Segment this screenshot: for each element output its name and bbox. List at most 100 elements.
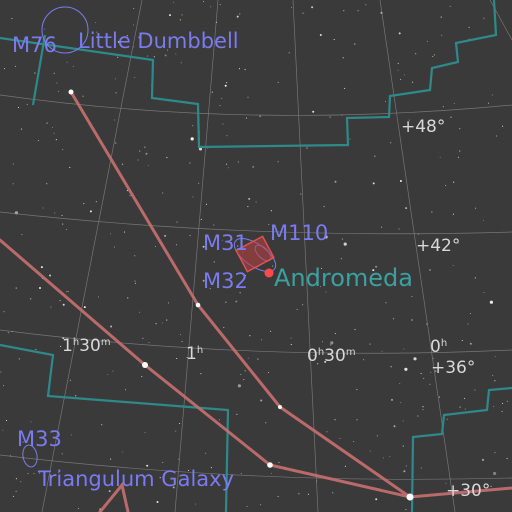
star (113, 246, 115, 248)
star (67, 340, 69, 342)
star (457, 156, 459, 158)
star (15, 490, 17, 492)
star (181, 341, 183, 343)
star (144, 431, 146, 433)
star (482, 458, 484, 461)
star (239, 292, 241, 294)
star (385, 302, 387, 304)
star (219, 4, 221, 6)
star (332, 492, 334, 494)
selected-object-marker (264, 268, 274, 278)
star (389, 455, 391, 457)
star (112, 370, 114, 372)
selection-square-icon (235, 235, 275, 273)
star (433, 54, 435, 56)
star (474, 389, 476, 391)
star (277, 81, 279, 83)
star (417, 415, 419, 417)
star (244, 69, 246, 71)
star (325, 291, 327, 293)
star (495, 135, 498, 137)
star (186, 357, 188, 359)
star (330, 344, 332, 346)
dso-name-m76[interactable]: Little Dumbbell (78, 29, 239, 53)
star (96, 31, 98, 33)
star (483, 291, 485, 294)
star (432, 55, 434, 57)
star (243, 378, 245, 381)
star (257, 358, 259, 360)
star (413, 357, 417, 361)
star (278, 461, 280, 464)
star (144, 146, 146, 148)
star (51, 126, 54, 129)
star (65, 228, 67, 231)
star (326, 431, 328, 433)
galaxy-icon (22, 444, 38, 468)
star (62, 148, 64, 150)
star (334, 333, 336, 335)
star (382, 457, 385, 459)
star (141, 376, 143, 378)
star-pi-and (278, 405, 282, 409)
dso-label-m32[interactable]: M32 (203, 269, 248, 293)
star (270, 210, 272, 212)
ra-label-0h30m: 0h30m (307, 346, 356, 366)
star (363, 359, 365, 361)
star (267, 371, 270, 374)
star (422, 406, 424, 408)
star (20, 481, 22, 483)
star (227, 167, 229, 169)
star (312, 110, 315, 113)
dso-label-m76[interactable]: M76 (12, 33, 57, 57)
star (393, 425, 396, 428)
star (101, 424, 103, 426)
star (354, 328, 356, 331)
star (302, 12, 304, 14)
star (66, 291, 68, 293)
star (240, 373, 242, 375)
star (391, 398, 393, 401)
star (410, 319, 413, 321)
star (247, 357, 249, 359)
star (378, 278, 381, 280)
star (134, 77, 136, 79)
star (446, 418, 448, 420)
star (53, 72, 55, 74)
star (58, 90, 60, 92)
star (213, 224, 215, 226)
star (415, 53, 417, 55)
constellation-name-andromeda[interactable]: Andromeda (274, 264, 413, 292)
star (176, 244, 178, 246)
star (329, 116, 331, 118)
dso-name-m33[interactable]: Triangulum Galaxy (37, 467, 234, 491)
star (66, 61, 68, 63)
star (123, 231, 126, 233)
star (5, 419, 8, 422)
star (434, 370, 437, 373)
star (356, 419, 358, 421)
star (468, 26, 470, 28)
dso-label-m110[interactable]: M110 (270, 221, 328, 245)
nebula-icon (41, 6, 89, 54)
star (11, 17, 13, 20)
star (213, 261, 215, 263)
selection-reticle[interactable] (235, 235, 275, 278)
star (291, 6, 293, 8)
star (35, 348, 37, 350)
star (489, 300, 493, 304)
star (313, 355, 315, 357)
star-51-and (68, 89, 74, 95)
star (110, 458, 112, 460)
star (49, 274, 51, 277)
star (323, 206, 325, 208)
star (398, 228, 400, 230)
star (246, 505, 248, 507)
star (192, 125, 194, 127)
star (147, 164, 149, 166)
star (494, 355, 496, 358)
dso-label-m31[interactable]: M31 (203, 231, 248, 255)
dso-label-m33[interactable]: M33 (17, 427, 62, 451)
